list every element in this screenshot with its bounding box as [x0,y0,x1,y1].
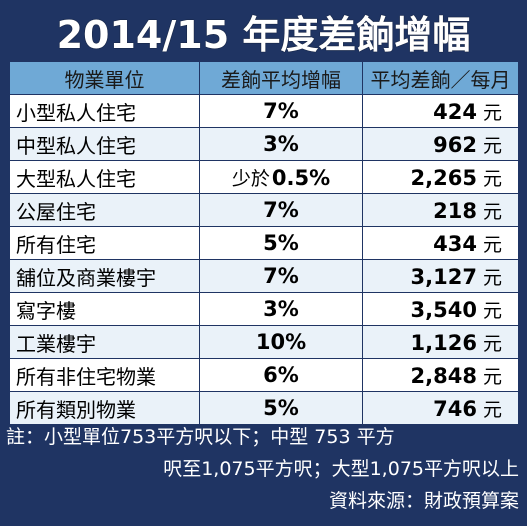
monthly-rates-cell: 1,126 元 [362,325,519,359]
table-title: 2014/15 年度差餉增幅 [56,12,471,57]
table-row: 公屋住宅 7% 218 元 [9,193,519,227]
property-type-cell: 公屋住宅 [9,193,200,227]
table-body: 小型私人住宅 7% 424 元中型私人住宅 3% 962 元大型私人住宅 少於0.5% 2,26… [9,94,519,425]
table-row: 小型私人住宅 7% 424 元 [9,94,519,128]
increase-cell: 7% [199,193,363,227]
currency-unit: 元 [482,365,502,388]
increase-cell: 少於0.5% [199,160,363,194]
note-line-2: 呎至1,075平方呎；大型1,075平方呎以上 [163,458,519,480]
increase-value: 3% [263,297,299,321]
table-row: 所有住宅 5% 434 元 [9,226,519,260]
increase-value: 0.5% [271,165,331,190]
currency-unit: 元 [482,167,502,190]
monthly-rates-value: 3,127 [410,264,477,289]
monthly-rates-value: 2,265 [410,165,477,190]
increase-value: 6% [263,363,299,387]
increase-cell: 5% [199,226,363,260]
currency-unit: 元 [482,101,502,124]
increase-cell: 7% [199,94,363,128]
property-type-cell: 中型私人住宅 [9,127,200,161]
increase-prefix: 少於 [231,167,270,190]
source-line: 資料來源：財政預算案 [328,490,519,512]
monthly-rates-value: 424 [433,99,477,124]
property-type-cell: 大型私人住宅 [9,160,200,194]
currency-unit: 元 [482,299,502,322]
increase-value: 7% [263,198,299,222]
header-average-monthly-rates: 平均差餉／每月 [362,62,519,95]
property-type-cell: 所有類別物業 [9,391,200,425]
table-row: 舖位及商業樓宇 7% 3,127 元 [9,259,519,293]
currency-unit: 元 [482,266,502,289]
property-type-cell: 所有住宅 [9,226,200,260]
table-row: 所有類別物業 5% 746 元 [9,391,519,425]
monthly-rates-value: 3,540 [410,297,477,322]
monthly-rates-cell: 746 元 [362,391,519,425]
rates-table: 物業單位 差餉平均增幅 平均差餉／每月 小型私人住宅 7% 424 元中型私人住宅 3%… [9,62,519,425]
table-row: 大型私人住宅 少於0.5% 2,265 元 [9,160,519,194]
monthly-rates-value: 746 [433,396,477,421]
header-average-increase: 差餉平均增幅 [199,62,363,95]
table-row: 所有非住宅物業 6% 2,848 元 [9,358,519,392]
property-type-cell: 小型私人住宅 [9,94,200,128]
monthly-rates-value: 218 [433,198,477,223]
monthly-rates-cell: 3,127 元 [362,259,519,293]
monthly-rates-cell: 424 元 [362,94,519,128]
currency-unit: 元 [482,134,502,157]
monthly-rates-cell: 962 元 [362,127,519,161]
monthly-rates-cell: 434 元 [362,226,519,260]
monthly-rates-cell: 2,265 元 [362,160,519,194]
increase-value: 7% [263,264,299,288]
increase-cell: 7% [199,259,363,293]
monthly-rates-value: 962 [433,132,477,157]
table-row: 寫字樓 3% 3,540 元 [9,292,519,326]
notes: 註：小型單位753平方呎以下；中型 753 平方 呎至1,075平方呎；大型1,… [0,420,527,526]
monthly-rates-cell: 3,540 元 [362,292,519,326]
monthly-rates-value: 2,848 [410,363,477,388]
header-row: 物業單位 差餉平均增幅 平均差餉／每月 [9,62,519,95]
monthly-rates-value: 434 [433,231,477,256]
increase-cell: 10% [199,325,363,359]
property-type-cell: 所有非住宅物業 [9,358,200,392]
header-property-type: 物業單位 [9,62,200,95]
increase-value: 10% [255,330,307,354]
monthly-rates-cell: 218 元 [362,193,519,227]
table-row: 工業樓宇 10% 1,126 元 [9,325,519,359]
increase-cell: 3% [199,127,363,161]
currency-unit: 元 [482,233,502,256]
currency-unit: 元 [482,200,502,223]
currency-unit: 元 [482,332,502,355]
rates-table-wrap: 物業單位 差餉平均增幅 平均差餉／每月 小型私人住宅 7% 424 元中型私人住宅 3%… [9,62,519,425]
table-row: 中型私人住宅 3% 962 元 [9,127,519,161]
property-type-cell: 舖位及商業樓宇 [9,259,200,293]
property-type-cell: 工業樓宇 [9,325,200,359]
increase-value: 5% [263,396,299,420]
monthly-rates-cell: 2,848 元 [362,358,519,392]
increase-cell: 3% [199,292,363,326]
increase-value: 7% [263,99,299,123]
currency-unit: 元 [482,398,502,421]
property-type-cell: 寫字樓 [9,292,200,326]
note-line-1: 註：小型單位753平方呎以下；中型 753 平方 [6,426,395,448]
increase-cell: 6% [199,358,363,392]
increase-value: 3% [263,132,299,156]
increase-value: 5% [263,231,299,255]
monthly-rates-value: 1,126 [410,330,477,355]
